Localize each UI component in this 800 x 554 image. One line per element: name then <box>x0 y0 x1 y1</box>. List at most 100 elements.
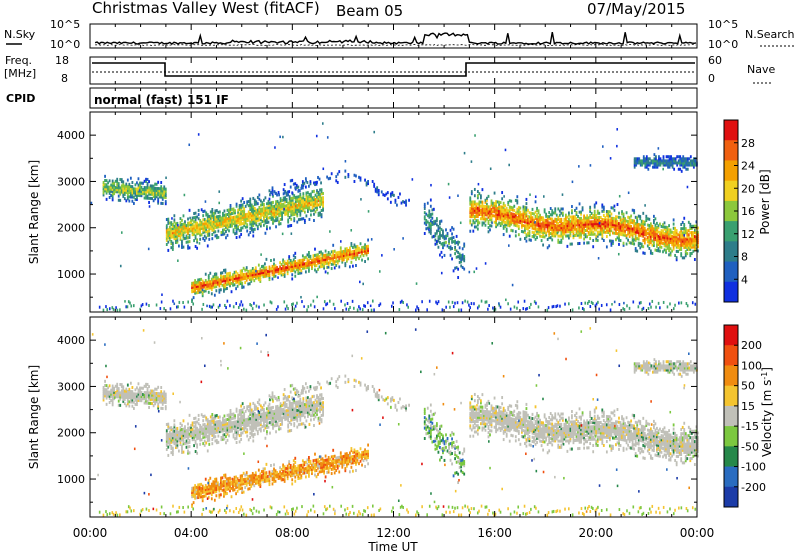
power-cell <box>513 217 516 221</box>
power-cell <box>627 222 629 226</box>
power-cell <box>648 236 651 240</box>
power-cell <box>329 252 332 256</box>
power-cell <box>484 217 487 221</box>
power-cell <box>566 226 569 230</box>
power-cell <box>258 305 260 309</box>
power-cell <box>276 204 279 208</box>
power-cell <box>116 188 119 192</box>
power-cell <box>350 229 353 232</box>
power-cell <box>241 271 244 275</box>
velocity-cell <box>212 431 215 435</box>
velocity-cell <box>179 434 182 438</box>
power-cell <box>190 225 192 229</box>
power-cell <box>194 215 197 219</box>
power-cell <box>145 186 147 190</box>
power-cell <box>240 226 243 230</box>
velocity-cell <box>142 386 144 390</box>
power-cell <box>278 214 280 218</box>
power-cell <box>290 209 293 213</box>
power-cell <box>536 231 538 235</box>
power-cell <box>235 276 237 280</box>
power-cell <box>356 251 359 255</box>
power-cell <box>280 269 283 273</box>
power-cell <box>212 277 215 281</box>
power-cell <box>314 258 316 262</box>
velocity-cell <box>129 396 132 400</box>
power-cell <box>437 237 440 241</box>
power-cell <box>232 281 234 285</box>
power-cell <box>215 234 218 238</box>
power-cell <box>607 220 610 224</box>
power-cell <box>290 205 293 209</box>
power-cell <box>675 237 678 241</box>
power-cell <box>552 230 555 234</box>
power-cell <box>327 261 330 265</box>
velocity-cell <box>179 436 182 440</box>
power-cell <box>228 225 230 229</box>
power-cell <box>221 283 224 287</box>
power-cell <box>250 226 253 230</box>
power-cell <box>294 212 297 216</box>
power-cell <box>155 182 158 186</box>
power-cell <box>294 264 297 268</box>
power-cell <box>213 293 216 297</box>
power-cell <box>215 289 218 293</box>
power-cell <box>258 222 261 226</box>
power-cell <box>303 221 306 225</box>
power-cell <box>472 221 475 225</box>
power-cell <box>226 219 229 223</box>
power-cell <box>308 259 310 263</box>
power-cell <box>460 308 463 312</box>
power-cell <box>537 230 540 234</box>
velocity-cell <box>137 382 140 386</box>
power-cell <box>176 232 179 236</box>
power-cell <box>448 246 450 250</box>
power-cell <box>111 183 114 187</box>
power-cell <box>278 222 280 226</box>
power-cell <box>230 290 233 294</box>
power-cell <box>258 216 261 220</box>
power-cell <box>297 201 300 205</box>
power-cell <box>457 242 460 246</box>
power-cell <box>285 212 288 216</box>
power-cell <box>423 211 426 215</box>
power-cell <box>187 230 189 234</box>
power-cell <box>495 225 497 229</box>
power-cell <box>202 210 205 214</box>
power-cell <box>345 247 348 251</box>
velocity-cell <box>214 439 217 443</box>
power-cell <box>281 232 284 236</box>
nave-tick-top: 60 <box>708 54 722 67</box>
power-cell <box>212 285 215 289</box>
power-cell <box>687 235 690 239</box>
power-cell <box>169 307 172 311</box>
power-cell <box>476 190 479 194</box>
power-cell <box>687 247 690 251</box>
power-cell <box>229 275 231 279</box>
power-cell <box>601 205 604 209</box>
power-cell <box>269 226 271 230</box>
velocity-cell <box>154 398 157 402</box>
power-cell <box>253 202 256 206</box>
power-cell <box>291 273 294 277</box>
power-cell <box>530 302 532 306</box>
power-cell <box>330 250 333 254</box>
power-cell <box>560 240 563 244</box>
power-cell <box>673 159 676 163</box>
power-cell <box>457 194 459 197</box>
power-cell <box>458 260 461 264</box>
power-cell <box>622 212 625 216</box>
power-cell <box>311 258 313 262</box>
power-cell <box>499 305 502 309</box>
power-cell <box>495 200 497 204</box>
power-cell <box>695 220 698 224</box>
power-cell <box>314 253 316 257</box>
power-cell <box>516 306 518 310</box>
power-cell <box>476 306 479 310</box>
power-cell <box>636 228 639 232</box>
power-cell <box>211 305 213 309</box>
power-cell <box>329 259 332 263</box>
power-cell <box>648 217 651 221</box>
power-cell <box>697 236 699 240</box>
power-cell <box>194 226 197 230</box>
